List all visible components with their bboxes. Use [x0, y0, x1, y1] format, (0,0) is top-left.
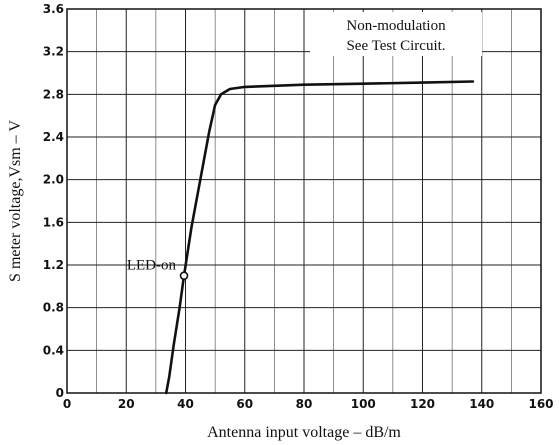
x-tick-label: 80: [296, 397, 313, 411]
y-tick-label: 0.8: [43, 301, 64, 315]
y-tick-label: 2.8: [43, 87, 64, 101]
x-tick-label: 100: [351, 397, 376, 411]
x-axis-label: Antenna input voltage – dB/m: [207, 424, 401, 441]
led-on-label: LED-on: [127, 258, 177, 274]
x-tick-label: 140: [469, 397, 494, 411]
series-line: [164, 80, 475, 395]
x-tick-label: 160: [528, 397, 553, 411]
led-on-marker: [179, 271, 189, 280]
x-tick-label: 120: [410, 397, 435, 411]
x-tick-label: 40: [177, 397, 194, 411]
x-tick-label: 60: [236, 397, 253, 411]
y-tick-label: 1.6: [43, 215, 64, 229]
y-tick-label: 3.2: [43, 45, 64, 59]
y-tick-label: 0.4: [43, 343, 64, 357]
y-axis-ticks: 0 0.4 0.8 1.2 1.6 2.0 2.4 2.8 3.2 3.6: [43, 2, 64, 400]
y-tick-label: 2.4: [43, 130, 64, 144]
x-tick-label: 0: [63, 397, 71, 411]
x-axis-ticks: 0 20 40 60 80 100 120 140 160: [63, 397, 554, 411]
y-axis-label: S meter voltage,Vsm – V: [7, 120, 24, 282]
y-tick-label: 0: [56, 386, 64, 400]
y-tick-label: 1.2: [43, 258, 64, 272]
y-tick-label: 3.6: [43, 2, 64, 16]
note-background: [310, 12, 482, 56]
plot-frame: [66, 8, 542, 394]
note-line-2: See Test Circuit.: [346, 38, 445, 54]
grid: [66, 8, 542, 394]
x-tick-label: 20: [118, 397, 135, 411]
y-tick-label: 2.0: [43, 173, 64, 187]
note-line-1: Non-modulation: [346, 18, 446, 34]
